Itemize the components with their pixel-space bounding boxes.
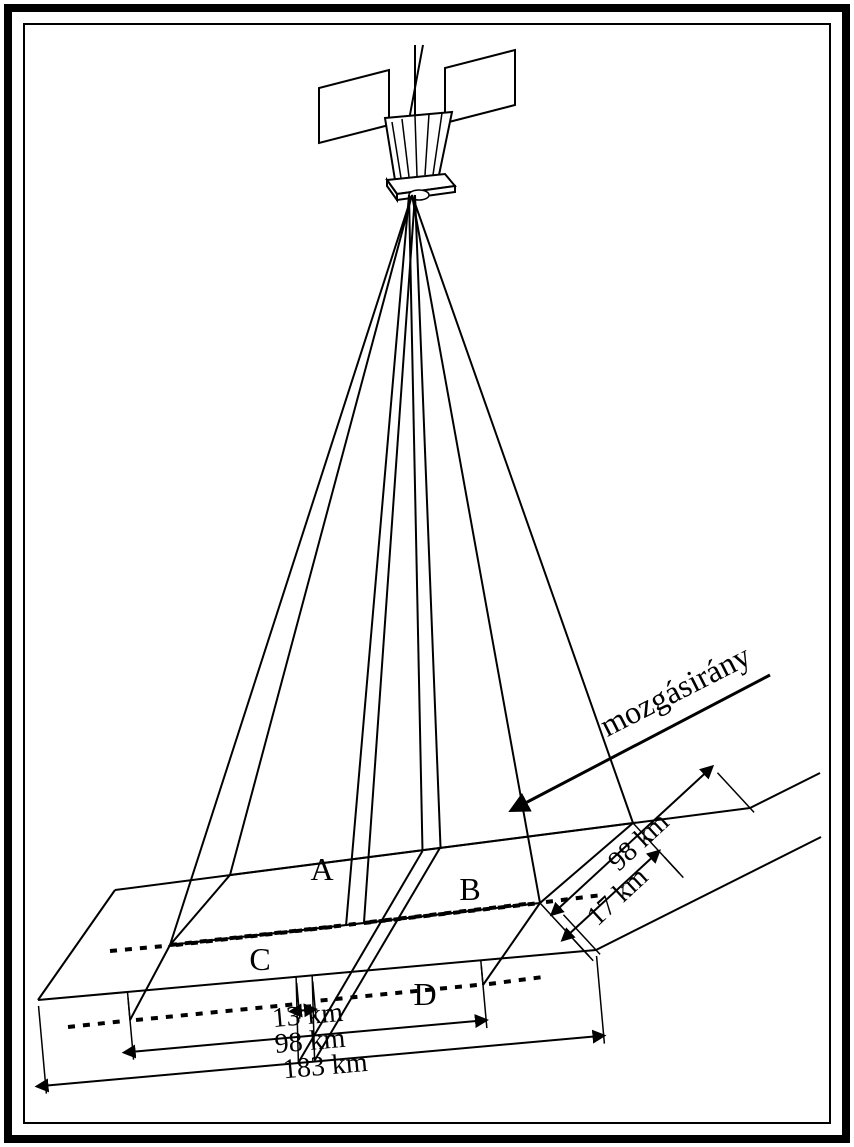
region-label-B: B: [459, 871, 480, 907]
region-label-C: C: [249, 941, 270, 977]
dim-183km: 183 km: [282, 1047, 369, 1085]
diagram-svg: mozgásirányABCD13 km98 km183 km17 km98 k…: [0, 0, 854, 1147]
direction-label: mozgásirány: [594, 637, 756, 743]
region-label-D: D: [413, 976, 436, 1012]
dim-98km-right: 98 km: [602, 806, 675, 877]
region-label-A: A: [310, 851, 333, 887]
diagram-frame: mozgásirányABCD13 km98 km183 km17 km98 k…: [0, 0, 854, 1147]
